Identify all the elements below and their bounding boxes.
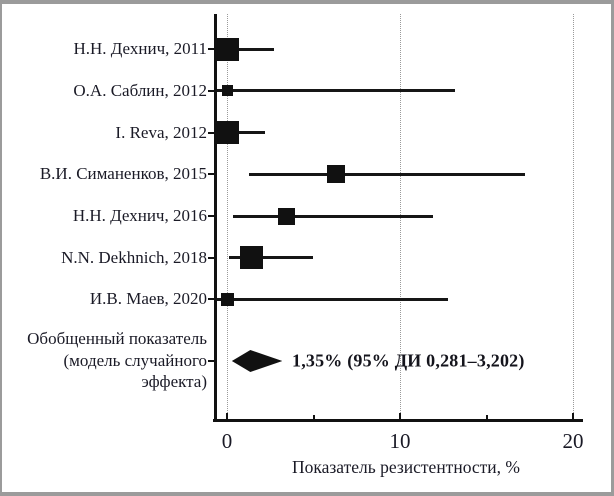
study-label: I. Reva, 2012: [115, 122, 207, 142]
gridline: [573, 14, 574, 419]
estimate-square: [239, 246, 263, 270]
ci-whisker: [217, 131, 266, 135]
pooled-annotation: 1,35% (95% ДИ 0,281–3,202): [292, 350, 525, 371]
y-row-tick: [208, 298, 214, 301]
pooled-label: Обобщенный показатель (модель случайного э…: [27, 329, 207, 391]
gridline: [227, 14, 228, 419]
ci-whisker: [249, 172, 525, 176]
estimate-square: [220, 292, 234, 306]
y-row-tick: [208, 360, 214, 362]
study-label: В.И. Симаненков, 2015: [39, 164, 207, 184]
y-row-tick: [208, 131, 214, 134]
study-label: О.А. Саблин, 2012: [73, 80, 207, 100]
y-row-tick: [208, 48, 214, 51]
ci-whisker: [217, 47, 274, 51]
ci-whisker: [233, 214, 433, 218]
y-axis-line: [214, 14, 217, 422]
y-row-tick: [208, 89, 214, 92]
x-tick-label: 20: [562, 429, 584, 453]
y-row-tick: [208, 173, 214, 176]
study-label: N.N. Dekhnich, 2018: [61, 247, 207, 267]
ci-whisker: [217, 297, 449, 301]
estimate-square: [326, 165, 345, 184]
estimate-square: [216, 121, 240, 145]
estimate-square: [221, 85, 233, 97]
x-tick-label: 0: [221, 429, 233, 453]
x-minor-tick: [312, 415, 315, 419]
ci-whisker: [217, 89, 456, 93]
x-major-tick: [226, 413, 228, 419]
y-row-tick: [208, 256, 214, 259]
ci-whisker: [228, 256, 314, 260]
study-label: Н.Н. Дехнич, 2011: [73, 39, 207, 59]
x-major-tick: [399, 413, 401, 419]
pooled-diamond: [231, 350, 283, 372]
x-minor-tick: [485, 415, 488, 419]
study-label: И.В. Маев, 2020: [89, 289, 207, 309]
estimate-square: [216, 37, 240, 61]
estimate-square: [278, 207, 296, 225]
x-tick-label: 10: [389, 429, 411, 453]
study-label: Н.Н. Дехнич, 2016: [72, 206, 207, 225]
x-axis-title: Показатель резистентности, %: [292, 457, 520, 477]
x-major-tick: [572, 413, 574, 419]
y-row-tick: [208, 215, 214, 217]
x-axis-line: [213, 419, 583, 422]
